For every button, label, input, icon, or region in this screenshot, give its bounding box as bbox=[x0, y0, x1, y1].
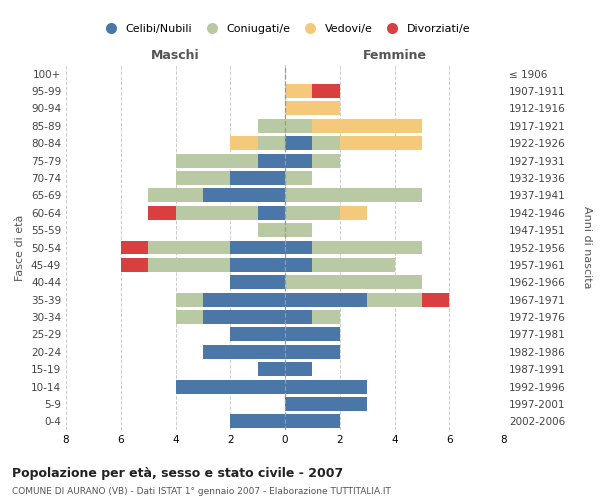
Bar bbox=[257, 119, 285, 133]
Bar bbox=[285, 362, 313, 376]
Bar bbox=[121, 258, 148, 272]
Bar bbox=[257, 223, 285, 237]
Bar bbox=[203, 188, 285, 202]
Text: Maschi: Maschi bbox=[151, 48, 200, 62]
Bar bbox=[257, 206, 285, 220]
Bar bbox=[285, 328, 340, 342]
Bar bbox=[285, 240, 313, 254]
Text: Femmine: Femmine bbox=[362, 48, 427, 62]
Bar bbox=[176, 310, 203, 324]
Bar bbox=[367, 292, 422, 306]
Bar bbox=[285, 397, 367, 411]
Bar bbox=[285, 276, 422, 289]
Bar bbox=[148, 206, 176, 220]
Bar bbox=[285, 84, 313, 98]
Bar bbox=[285, 380, 367, 394]
Bar bbox=[230, 258, 285, 272]
Y-axis label: Fasce di età: Fasce di età bbox=[16, 214, 25, 280]
Bar bbox=[257, 136, 285, 150]
Bar bbox=[340, 136, 422, 150]
Bar bbox=[176, 292, 203, 306]
Bar bbox=[313, 84, 340, 98]
Bar bbox=[285, 258, 313, 272]
Bar bbox=[148, 240, 230, 254]
Bar bbox=[285, 136, 313, 150]
Bar bbox=[422, 292, 449, 306]
Bar bbox=[230, 171, 285, 185]
Bar bbox=[313, 119, 422, 133]
Bar bbox=[285, 171, 313, 185]
Bar bbox=[285, 414, 340, 428]
Bar bbox=[230, 136, 257, 150]
Y-axis label: Anni di nascita: Anni di nascita bbox=[582, 206, 592, 289]
Bar bbox=[230, 240, 285, 254]
Bar bbox=[121, 240, 148, 254]
Bar bbox=[148, 258, 230, 272]
Bar bbox=[230, 414, 285, 428]
Bar bbox=[285, 119, 313, 133]
Bar bbox=[257, 362, 285, 376]
Bar bbox=[176, 380, 285, 394]
Bar bbox=[340, 206, 367, 220]
Bar bbox=[176, 154, 257, 168]
Bar bbox=[257, 154, 285, 168]
Bar bbox=[285, 154, 313, 168]
Bar bbox=[176, 206, 257, 220]
Bar bbox=[203, 292, 285, 306]
Bar bbox=[313, 258, 395, 272]
Bar bbox=[176, 171, 230, 185]
Bar bbox=[285, 310, 313, 324]
Bar bbox=[313, 154, 340, 168]
Bar bbox=[148, 188, 203, 202]
Bar bbox=[285, 345, 340, 358]
Bar bbox=[313, 310, 340, 324]
Bar bbox=[230, 276, 285, 289]
Text: Popolazione per età, sesso e stato civile - 2007: Popolazione per età, sesso e stato civil… bbox=[12, 468, 343, 480]
Bar bbox=[230, 328, 285, 342]
Bar bbox=[313, 240, 422, 254]
Bar bbox=[285, 223, 313, 237]
Bar bbox=[203, 345, 285, 358]
Text: COMUNE DI AURANO (VB) - Dati ISTAT 1° gennaio 2007 - Elaborazione TUTTITALIA.IT: COMUNE DI AURANO (VB) - Dati ISTAT 1° ge… bbox=[12, 488, 391, 496]
Bar bbox=[313, 136, 340, 150]
Bar bbox=[203, 310, 285, 324]
Bar bbox=[285, 292, 367, 306]
Bar bbox=[285, 188, 422, 202]
Legend: Celibi/Nubili, Coniugati/e, Vedovi/e, Divorziati/e: Celibi/Nubili, Coniugati/e, Vedovi/e, Di… bbox=[95, 20, 475, 38]
Bar bbox=[285, 102, 340, 116]
Bar bbox=[285, 206, 340, 220]
